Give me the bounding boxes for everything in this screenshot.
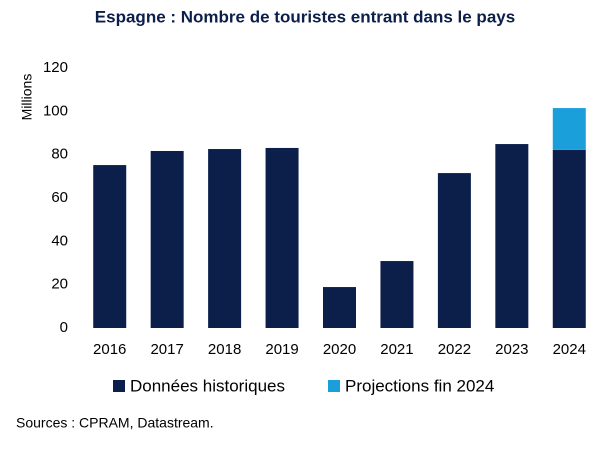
bar-segment: [552, 108, 586, 150]
bar-segment: [495, 144, 529, 328]
x-tick-label: 2023: [495, 341, 528, 358]
y-tick-label: 100: [43, 102, 68, 119]
x-tick-label: 2016: [93, 341, 126, 358]
source-note: Sources : CPRAM, Datastream.: [16, 415, 214, 431]
x-tick-label: 2021: [380, 341, 413, 358]
y-tick-label: 60: [51, 189, 68, 206]
y-tick-label: 0: [60, 319, 68, 336]
x-tick-label: 2017: [150, 341, 183, 358]
x-tick-label: 2020: [323, 341, 356, 358]
legend-swatch: [113, 380, 125, 392]
y-axis-label: Millions: [19, 74, 35, 121]
legend-label: Projections fin 2024: [345, 376, 494, 395]
x-tick-label: 2022: [438, 341, 471, 358]
bar-segment: [208, 149, 242, 328]
bar-segment: [265, 147, 299, 328]
bar-segment: [150, 150, 184, 328]
y-tick-label: 80: [51, 146, 68, 163]
y-tick-label: 120: [43, 59, 68, 76]
chart-title: Espagne : Nombre de touristes entrant da…: [95, 7, 515, 26]
bar-segment: [380, 261, 414, 328]
legend-label: Données historiques: [130, 376, 285, 395]
y-tick-label: 20: [51, 276, 68, 293]
x-tick-label: 2024: [553, 341, 586, 358]
x-tick-label: 2019: [265, 341, 298, 358]
bar-segment: [323, 287, 356, 328]
y-tick-label: 40: [51, 232, 68, 249]
bar-segment: [552, 149, 586, 328]
bar-segment: [93, 165, 127, 328]
bar-segment: [437, 173, 471, 328]
x-tick-label: 2018: [208, 341, 241, 358]
legend-swatch: [328, 380, 340, 392]
